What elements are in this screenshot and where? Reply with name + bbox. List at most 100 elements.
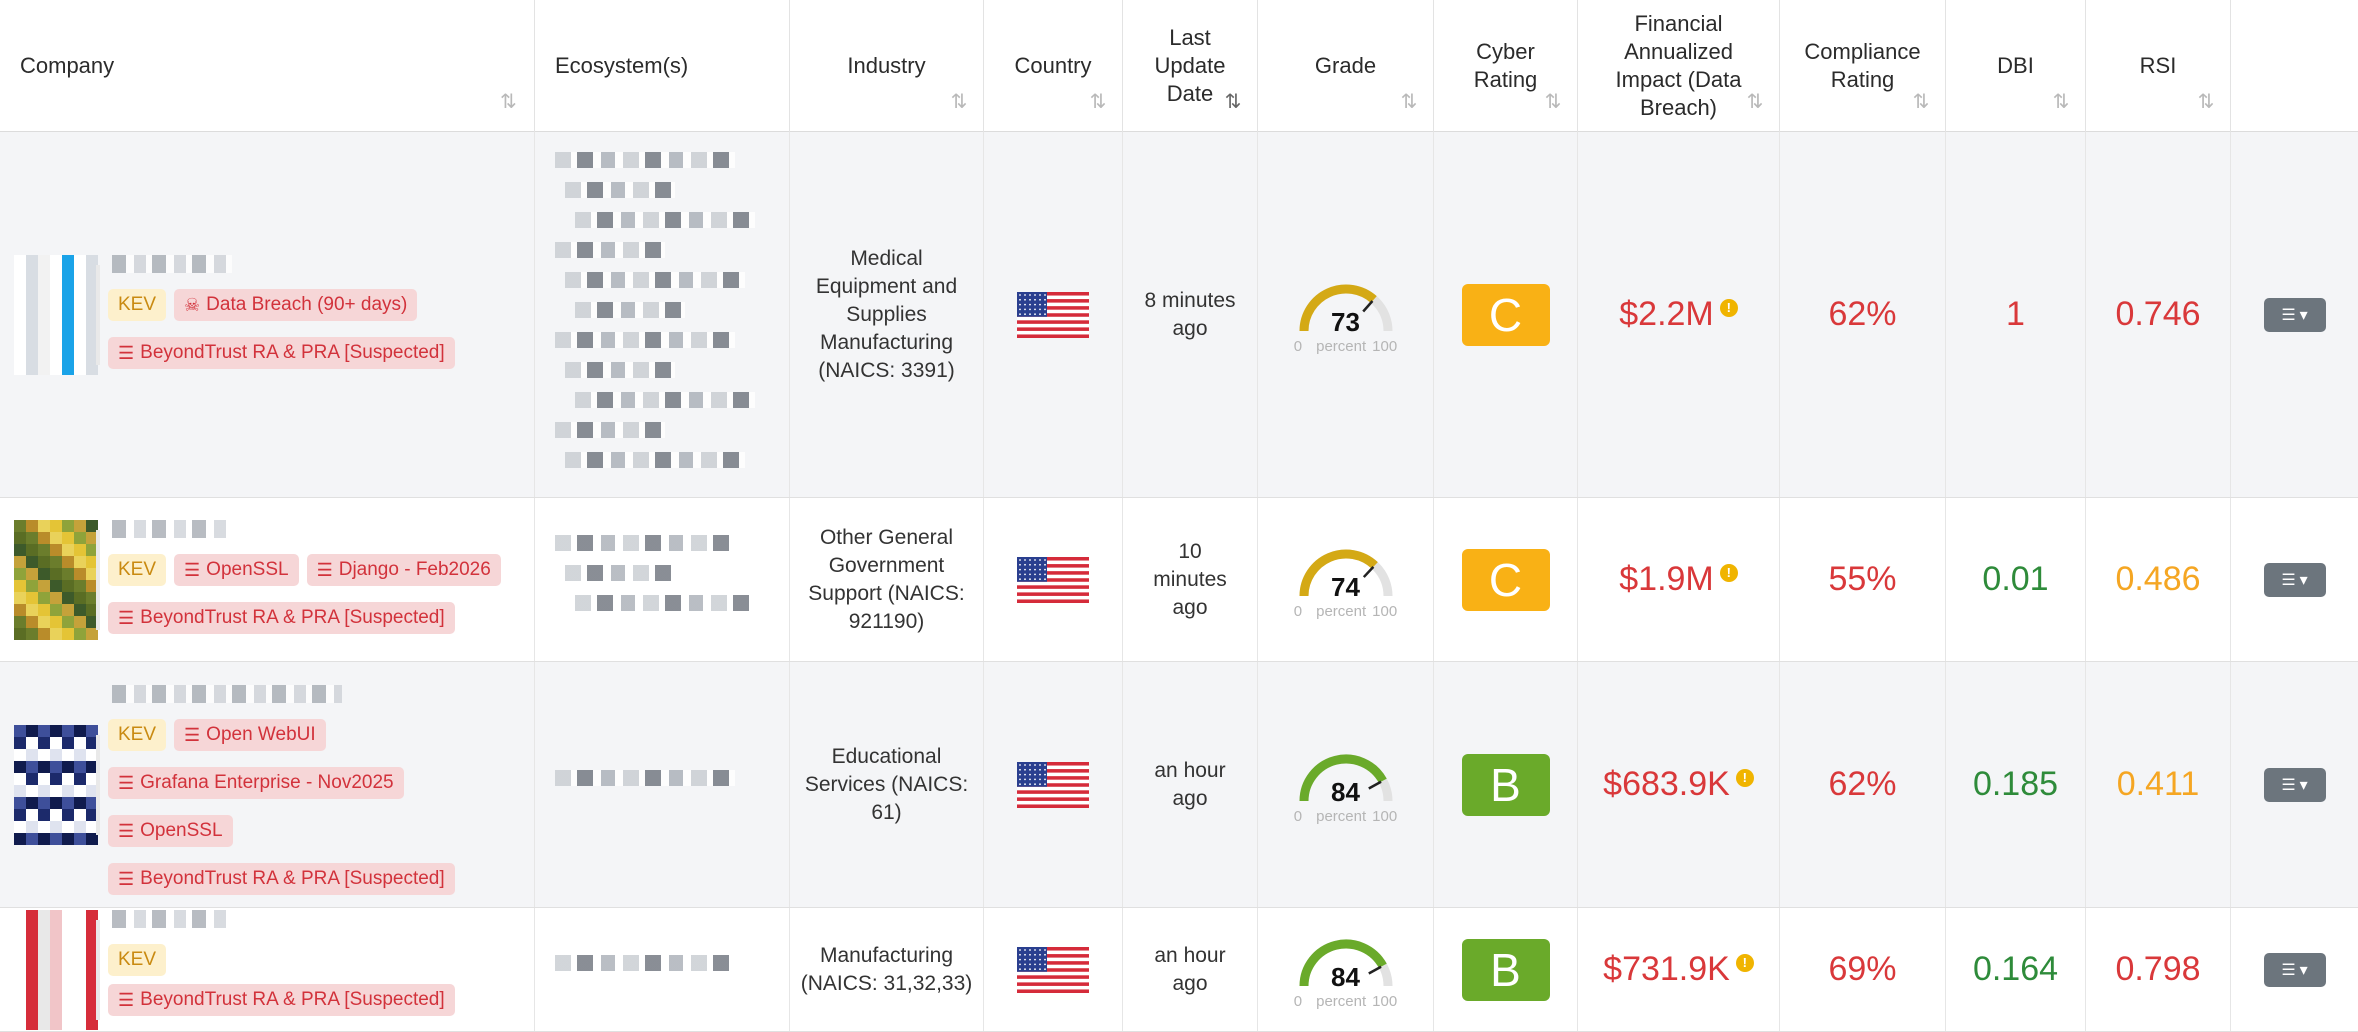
ecosystem-redacted[interactable] bbox=[555, 152, 735, 168]
logo-pixel bbox=[74, 580, 86, 592]
column-header-compliance[interactable]: Compliance Rating ⇅ bbox=[1780, 0, 1946, 132]
warning-icon[interactable]: ! bbox=[1735, 953, 1754, 972]
warning-icon[interactable]: ! bbox=[1719, 563, 1738, 582]
sort-icon[interactable]: ⇅ bbox=[2197, 91, 2215, 113]
logo-pixel bbox=[26, 749, 38, 761]
company-cell: KEV ☠ Data Breach (90+ days) ☰ BeyondTrust R… bbox=[0, 132, 535, 497]
warning-icon[interactable]: ! bbox=[1719, 298, 1738, 317]
ecosystem-redacted[interactable] bbox=[555, 535, 735, 551]
logo-pixel bbox=[74, 970, 86, 982]
logo-pixel bbox=[74, 315, 86, 327]
vulnerability-tag[interactable]: ☰ Django - Feb2026 bbox=[306, 554, 501, 586]
column-header-financial-impact[interactable]: Financial Annualized Impact (Data Breach… bbox=[1578, 0, 1780, 132]
kev-badge[interactable]: KEV bbox=[108, 554, 167, 586]
column-header-grade[interactable]: Grade ⇅ bbox=[1258, 0, 1434, 132]
ecosystem-redacted[interactable] bbox=[565, 182, 675, 198]
financial-impact[interactable]: $1.9M! bbox=[1619, 560, 1738, 599]
ecosystem-redacted[interactable] bbox=[575, 302, 685, 318]
financial-impact[interactable]: $2.2M! bbox=[1619, 295, 1738, 334]
logo-pixel bbox=[14, 785, 26, 797]
ecosystem-redacted[interactable] bbox=[555, 332, 735, 348]
ecosystem-redacted[interactable] bbox=[565, 452, 745, 468]
logo-pixel bbox=[62, 616, 74, 628]
logo-pixel bbox=[14, 327, 26, 339]
cyber-rating-badge[interactable]: C bbox=[1461, 548, 1550, 611]
ecosystem-redacted[interactable] bbox=[555, 770, 735, 786]
gauge-min: 0 bbox=[1293, 992, 1303, 1010]
sort-desc-icon[interactable]: ⇅ bbox=[1224, 91, 1242, 113]
us-flag-icon bbox=[1017, 291, 1089, 338]
vulnerability-tag[interactable]: ☰ Open WebUI bbox=[174, 719, 326, 751]
kev-badge[interactable]: KEV bbox=[108, 944, 167, 976]
logo-pixel bbox=[86, 544, 98, 556]
ecosystem-redacted[interactable] bbox=[575, 212, 755, 228]
cyber-rating-badge[interactable]: B bbox=[1461, 753, 1550, 816]
sort-icon[interactable]: ⇅ bbox=[950, 91, 968, 113]
financial-impact[interactable]: $683.9K! bbox=[1603, 765, 1754, 804]
sort-icon[interactable]: ⇅ bbox=[1746, 91, 1764, 113]
logo-pixel bbox=[14, 970, 26, 982]
column-header-rsi[interactable]: RSI ⇅ bbox=[2086, 0, 2231, 132]
warning-icon[interactable]: ! bbox=[1735, 768, 1754, 787]
sort-icon[interactable]: ⇅ bbox=[1089, 91, 1107, 113]
logo-pixel bbox=[50, 797, 62, 809]
logo-pixel bbox=[14, 761, 26, 773]
logo-pixel bbox=[38, 556, 50, 568]
column-header-cyber-rating[interactable]: Cyber Rating ⇅ bbox=[1434, 0, 1578, 132]
ecosystem-redacted[interactable] bbox=[555, 242, 665, 258]
sort-icon[interactable]: ⇅ bbox=[1912, 91, 1930, 113]
ecosystem-redacted[interactable] bbox=[565, 272, 745, 288]
company-name-redacted[interactable] bbox=[112, 910, 232, 928]
logo-pixel bbox=[62, 628, 74, 640]
cyber-rating-badge[interactable]: B bbox=[1461, 938, 1550, 1001]
grade-gauge: 84 0 percent 100 bbox=[1291, 749, 1401, 825]
sort-icon[interactable]: ⇅ bbox=[1400, 91, 1418, 113]
row-actions-button[interactable]: ☰ ▾ bbox=[2263, 952, 2326, 987]
column-header-country[interactable]: Country ⇅ bbox=[984, 0, 1123, 132]
vulnerability-tag[interactable]: ☰ OpenSSL bbox=[174, 554, 299, 586]
sort-icon[interactable]: ⇅ bbox=[2052, 91, 2070, 113]
logo-pixel bbox=[86, 1006, 98, 1018]
column-header-dbi[interactable]: DBI ⇅ bbox=[1946, 0, 2086, 132]
column-header-last-update[interactable]: Last Update Date ⇅ bbox=[1123, 0, 1258, 132]
table-row[interactable]: KEV ☠ Data Breach (90+ days) ☰ BeyondTrust R… bbox=[0, 132, 2358, 498]
logo-pixel bbox=[62, 725, 74, 737]
table-row[interactable]: KEV ☰ Open WebUI ☰ Grafana Enterprise - Nov2… bbox=[0, 662, 2358, 908]
row-actions-button[interactable]: ☰ ▾ bbox=[2263, 562, 2326, 597]
table-row[interactable]: KEV ☰ OpenSSL ☰ Django - Feb2026 ☰ BeyondTrust… bbox=[0, 498, 2358, 662]
ecosystem-redacted[interactable] bbox=[575, 595, 755, 611]
ecosystem-redacted[interactable] bbox=[555, 955, 735, 971]
tag-label: KEV bbox=[118, 949, 157, 970]
company-name-redacted[interactable] bbox=[112, 685, 342, 703]
row-actions-button[interactable]: ☰ ▾ bbox=[2263, 297, 2326, 332]
vulnerability-tag[interactable]: ☰ BeyondTrust RA & PRA [Suspected] bbox=[108, 984, 455, 1016]
logo-pixel bbox=[50, 520, 62, 532]
vulnerability-tag[interactable]: ☰ BeyondTrust RA & PRA [Suspected] bbox=[108, 337, 455, 369]
ecosystem-redacted[interactable] bbox=[575, 392, 755, 408]
vulnerability-tag[interactable]: ☠ Data Breach (90+ days) bbox=[174, 289, 418, 321]
ecosystem-redacted[interactable] bbox=[555, 422, 665, 438]
ecosystem-redacted[interactable] bbox=[565, 565, 675, 581]
logo-pixel bbox=[26, 303, 38, 315]
financial-impact[interactable]: $731.9K! bbox=[1603, 950, 1754, 989]
vulnerability-tag[interactable]: ☰ Grafana Enterprise - Nov2025 bbox=[108, 767, 404, 799]
table-row[interactable]: KEV ☰ BeyondTrust RA & PRA [Suspected] Manu… bbox=[0, 908, 2358, 1032]
company-name-redacted[interactable] bbox=[112, 520, 232, 538]
ecosystem-redacted[interactable] bbox=[565, 362, 675, 378]
vulnerability-tag[interactable]: ☰ BeyondTrust RA & PRA [Suspected] bbox=[108, 863, 455, 895]
actions-cell: ☰ ▾ bbox=[2231, 662, 2358, 907]
kev-badge[interactable]: KEV bbox=[108, 719, 167, 751]
vulnerability-tag[interactable]: ☰ OpenSSL bbox=[108, 815, 233, 847]
sort-icon[interactable]: ⇅ bbox=[500, 91, 517, 113]
logo-pixel bbox=[74, 520, 86, 532]
vulnerability-tag[interactable]: ☰ BeyondTrust RA & PRA [Suspected] bbox=[108, 602, 455, 634]
company-name-redacted[interactable] bbox=[112, 255, 232, 273]
row-actions-button[interactable]: ☰ ▾ bbox=[2263, 767, 2326, 802]
cyber-rating-badge[interactable]: C bbox=[1461, 283, 1550, 346]
column-header-industry[interactable]: Industry ⇅ bbox=[790, 0, 984, 132]
sort-icon[interactable]: ⇅ bbox=[1544, 91, 1562, 113]
logo-pixel bbox=[74, 761, 86, 773]
kev-badge[interactable]: KEV bbox=[108, 289, 167, 321]
logo-pixel bbox=[14, 910, 26, 922]
column-header-company[interactable]: Company ⇅ bbox=[0, 0, 535, 132]
